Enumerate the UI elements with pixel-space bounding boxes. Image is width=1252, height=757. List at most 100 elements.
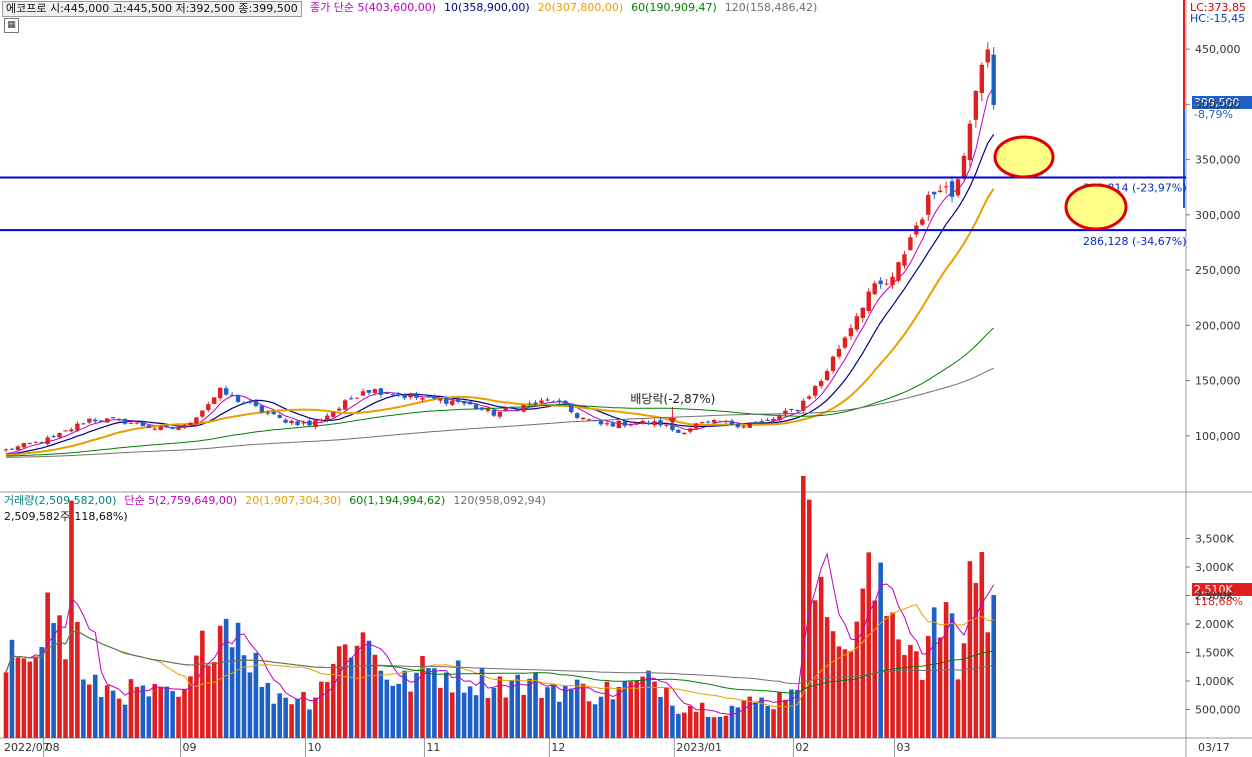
volume-bar — [217, 625, 223, 738]
highlight-ellipse-upper — [993, 135, 1055, 179]
volume-bar — [98, 697, 104, 738]
volume-bar — [920, 679, 925, 738]
candle-body — [795, 409, 800, 411]
volume-bar — [461, 692, 467, 738]
volume-bar — [801, 475, 806, 738]
volume-bar — [872, 600, 877, 738]
candle-body — [360, 391, 366, 396]
volume-bar — [925, 635, 931, 738]
volume-bar — [336, 646, 342, 738]
lc-label: LC:373,85 — [1190, 1, 1247, 14]
ma-legend-item-1: 10(358,900,00) — [444, 1, 530, 14]
current-price-tag: 399,500 — [1192, 96, 1252, 109]
candle-body — [521, 404, 526, 412]
grid-toggle-icon[interactable]: ▦ — [4, 18, 19, 33]
candle-body — [771, 418, 776, 422]
candle-body — [301, 422, 306, 424]
volume-bar — [955, 679, 961, 738]
candle-body — [717, 421, 723, 423]
volume-bar — [759, 697, 764, 738]
volume-bar — [693, 711, 699, 738]
volume-bar — [658, 696, 663, 738]
volume-bar — [378, 670, 384, 738]
volume-bar — [128, 679, 134, 738]
candle-body — [426, 396, 431, 398]
candle-body — [134, 422, 140, 424]
candle-body — [628, 424, 633, 426]
candle-body — [479, 407, 485, 410]
volume-tick-label: 2,500K — [1195, 590, 1234, 603]
volume-bar — [931, 607, 937, 738]
candle-body — [973, 91, 979, 120]
candle-body — [729, 420, 735, 425]
volume-bar — [545, 687, 550, 738]
dividend-annotation: 배당락(-2,87%) — [630, 392, 715, 406]
volume-bar — [848, 651, 854, 738]
volume-bar — [259, 687, 265, 738]
volume-bar — [937, 637, 943, 738]
volume-bar — [372, 654, 378, 738]
candle-body — [813, 386, 818, 396]
volume-bar — [21, 658, 27, 738]
volume-bar — [354, 645, 360, 738]
candle-body — [676, 429, 681, 433]
volume-bar — [592, 704, 598, 738]
volume-bar — [908, 644, 913, 738]
candle-body — [688, 428, 693, 432]
candle-body — [319, 419, 324, 421]
candle-body — [390, 394, 395, 396]
volume-bar — [664, 687, 669, 738]
candle-body — [432, 395, 437, 399]
volume-bar — [812, 600, 818, 738]
volume-bar — [110, 690, 116, 738]
candle-body — [414, 394, 419, 398]
volume-bar — [146, 696, 152, 738]
candle-body — [664, 424, 669, 426]
candle-body — [235, 394, 241, 402]
candle-body — [569, 403, 574, 413]
volume-bar — [574, 679, 580, 738]
candle-body — [39, 442, 44, 444]
x-tick-label: 03 — [897, 741, 911, 754]
candle-body — [705, 421, 711, 423]
volume-bar — [723, 715, 729, 738]
volume-bar — [622, 681, 628, 738]
candle-body — [116, 418, 122, 420]
volume-bar — [670, 705, 675, 738]
candle-body — [747, 423, 752, 428]
candle-body — [807, 396, 812, 399]
volume-legend-item-2: 20(1,907,304,30) — [245, 494, 342, 507]
candle-body — [491, 410, 497, 416]
volume-bar — [676, 713, 681, 738]
volume-bar — [449, 692, 455, 738]
volume-bar — [366, 640, 372, 738]
volume-bar — [896, 639, 901, 738]
volume-bar — [890, 612, 895, 738]
ma-legend-item-0: 종가 단순 5(403,600,00) — [310, 1, 437, 14]
volume-bar — [795, 689, 800, 738]
volume-bar — [580, 683, 586, 738]
volume-legend: 거래량(2,509,582,00) 단순 5(2,759,649,00) 20(1,… — [4, 494, 554, 508]
volume-bar — [884, 616, 889, 738]
volume-bar — [991, 594, 996, 738]
volume-bar — [57, 615, 62, 738]
candle-body — [949, 181, 955, 197]
volume-bar — [961, 643, 967, 738]
volume-bar — [967, 561, 973, 738]
candle-body — [753, 421, 758, 423]
candle-body — [735, 423, 741, 428]
candle-body — [110, 417, 116, 419]
volume-bar — [806, 499, 812, 738]
volume-bar — [402, 670, 407, 738]
candle-body — [57, 433, 62, 438]
volume-bars-group — [3, 475, 996, 738]
candle-body — [908, 237, 913, 251]
volume-bar — [206, 665, 211, 738]
candle-body — [545, 399, 550, 401]
current-volume-pct: 118,68% — [1194, 595, 1243, 608]
candle-body — [259, 405, 265, 413]
volume-bar — [485, 698, 491, 738]
candle-body — [551, 401, 556, 403]
volume-bar — [444, 672, 449, 738]
